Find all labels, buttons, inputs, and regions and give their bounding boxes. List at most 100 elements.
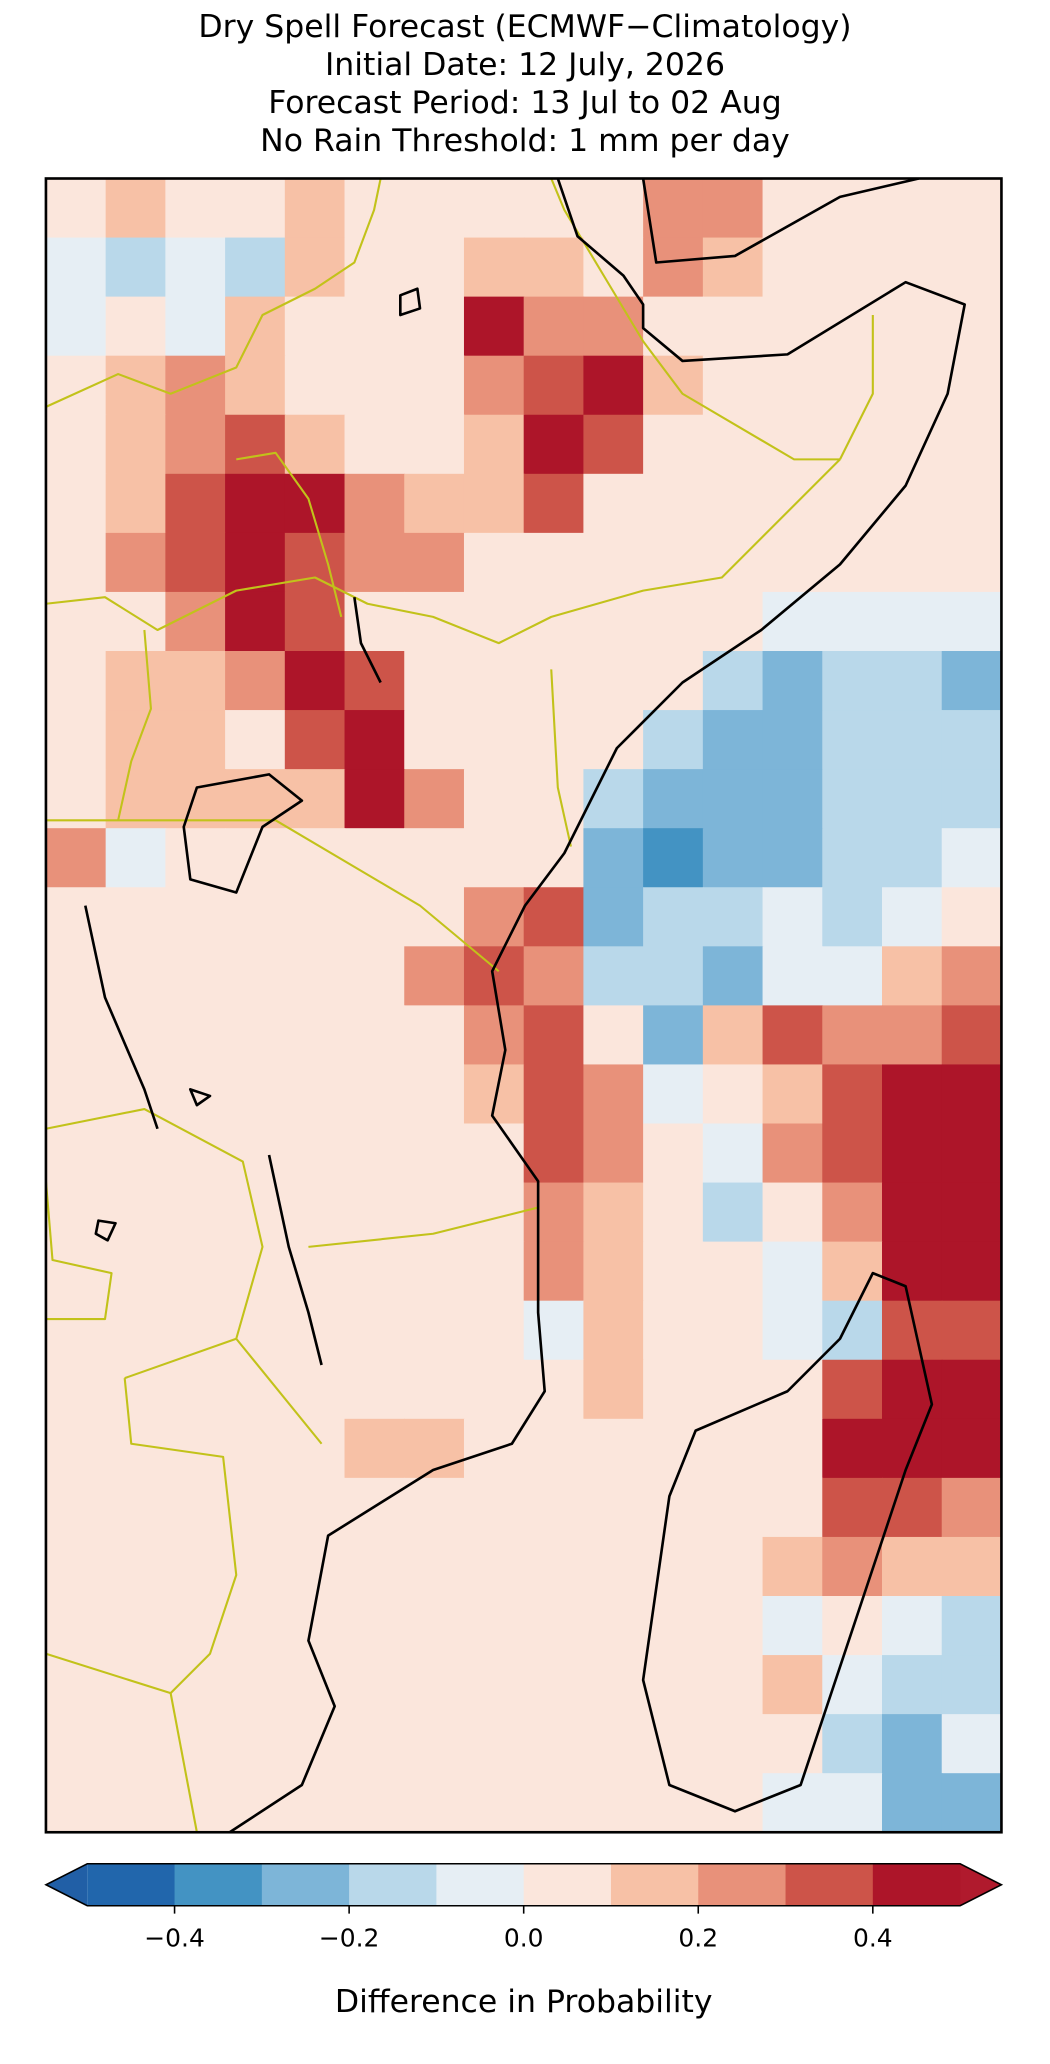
lake — [189, 1088, 212, 1107]
cell — [404, 473, 465, 534]
cell — [105, 710, 167, 770]
cell — [941, 591, 1002, 652]
cell — [165, 651, 226, 711]
cell — [404, 1005, 465, 1066]
cell — [105, 769, 167, 829]
cell — [463, 296, 525, 357]
cell — [583, 1241, 644, 1302]
cell — [463, 591, 525, 652]
cell — [523, 1773, 585, 1833]
cell — [941, 769, 1002, 829]
cell — [225, 355, 286, 416]
cell — [45, 473, 107, 534]
cell — [225, 591, 286, 652]
colorbar-bin — [610, 1863, 699, 1906]
cell — [344, 296, 406, 357]
cell — [882, 591, 943, 652]
cell — [404, 1359, 465, 1420]
cell — [583, 532, 644, 593]
cell — [583, 1064, 644, 1125]
cell — [404, 946, 465, 1007]
country-border — [550, 669, 572, 847]
cell — [822, 1714, 883, 1774]
cell — [523, 1714, 585, 1774]
cell — [105, 1477, 167, 1538]
cell — [404, 237, 465, 298]
country-border — [45, 178, 382, 408]
cell — [583, 651, 644, 711]
cell — [284, 296, 346, 357]
cell — [105, 1655, 167, 1715]
cell — [404, 532, 465, 593]
cell — [344, 414, 406, 475]
cell — [882, 1300, 943, 1361]
cell — [225, 473, 286, 534]
cell — [941, 178, 1002, 239]
cell — [344, 1300, 406, 1361]
cell — [762, 1300, 824, 1361]
lake — [94, 1219, 117, 1242]
cell — [523, 887, 585, 948]
cell — [762, 1418, 824, 1479]
cell — [105, 1300, 167, 1361]
cell — [941, 651, 1002, 711]
cell — [822, 1064, 883, 1125]
cell — [762, 651, 824, 711]
cell — [643, 1005, 704, 1066]
cell — [105, 1241, 167, 1302]
colorbar-bin — [436, 1863, 525, 1906]
cell — [225, 1714, 286, 1774]
cell — [225, 1477, 286, 1538]
cell — [344, 355, 406, 416]
cell — [523, 1241, 585, 1302]
cell — [165, 414, 226, 475]
cell — [643, 178, 704, 239]
cell — [583, 1418, 644, 1479]
cell — [344, 946, 406, 1007]
cell — [882, 651, 943, 711]
cell — [822, 710, 883, 770]
cell — [643, 473, 704, 534]
cell — [941, 237, 1002, 298]
cell — [463, 651, 525, 711]
cell — [463, 355, 525, 416]
cell — [941, 473, 1002, 534]
cell — [45, 296, 107, 357]
cell — [762, 1182, 824, 1243]
cell — [583, 1005, 644, 1066]
cell — [941, 532, 1002, 593]
title-block: Dry Spell Forecast (ECMWF−Climatology)In… — [198, 9, 851, 159]
cell — [822, 769, 883, 829]
cell — [643, 887, 704, 948]
cell — [882, 532, 943, 593]
country-border — [45, 1181, 113, 1321]
cell — [284, 710, 346, 770]
cell — [344, 710, 406, 770]
cell — [344, 887, 406, 948]
cell — [284, 591, 346, 652]
cell — [643, 1596, 704, 1656]
country-border — [45, 1108, 323, 1445]
cell — [523, 769, 585, 829]
cell — [822, 591, 883, 652]
colorbar-label: Difference in Probability — [335, 1984, 713, 2020]
cell — [822, 1005, 883, 1066]
lake — [267, 1154, 323, 1366]
colorbar-tick-label: 0.0 — [504, 1923, 544, 1952]
cell — [523, 1005, 585, 1066]
cell — [165, 237, 226, 298]
colorbar-bin — [785, 1863, 874, 1906]
cell — [165, 1123, 226, 1184]
cell — [344, 1536, 406, 1597]
cell — [941, 1182, 1002, 1243]
cell — [583, 414, 644, 475]
cell — [225, 828, 286, 889]
cell — [762, 1064, 824, 1125]
cell — [702, 828, 764, 889]
cell — [643, 1714, 704, 1774]
cell — [284, 1655, 346, 1715]
cell — [882, 710, 943, 770]
cell — [463, 769, 525, 829]
cell — [463, 1655, 525, 1715]
cell — [822, 1773, 883, 1833]
